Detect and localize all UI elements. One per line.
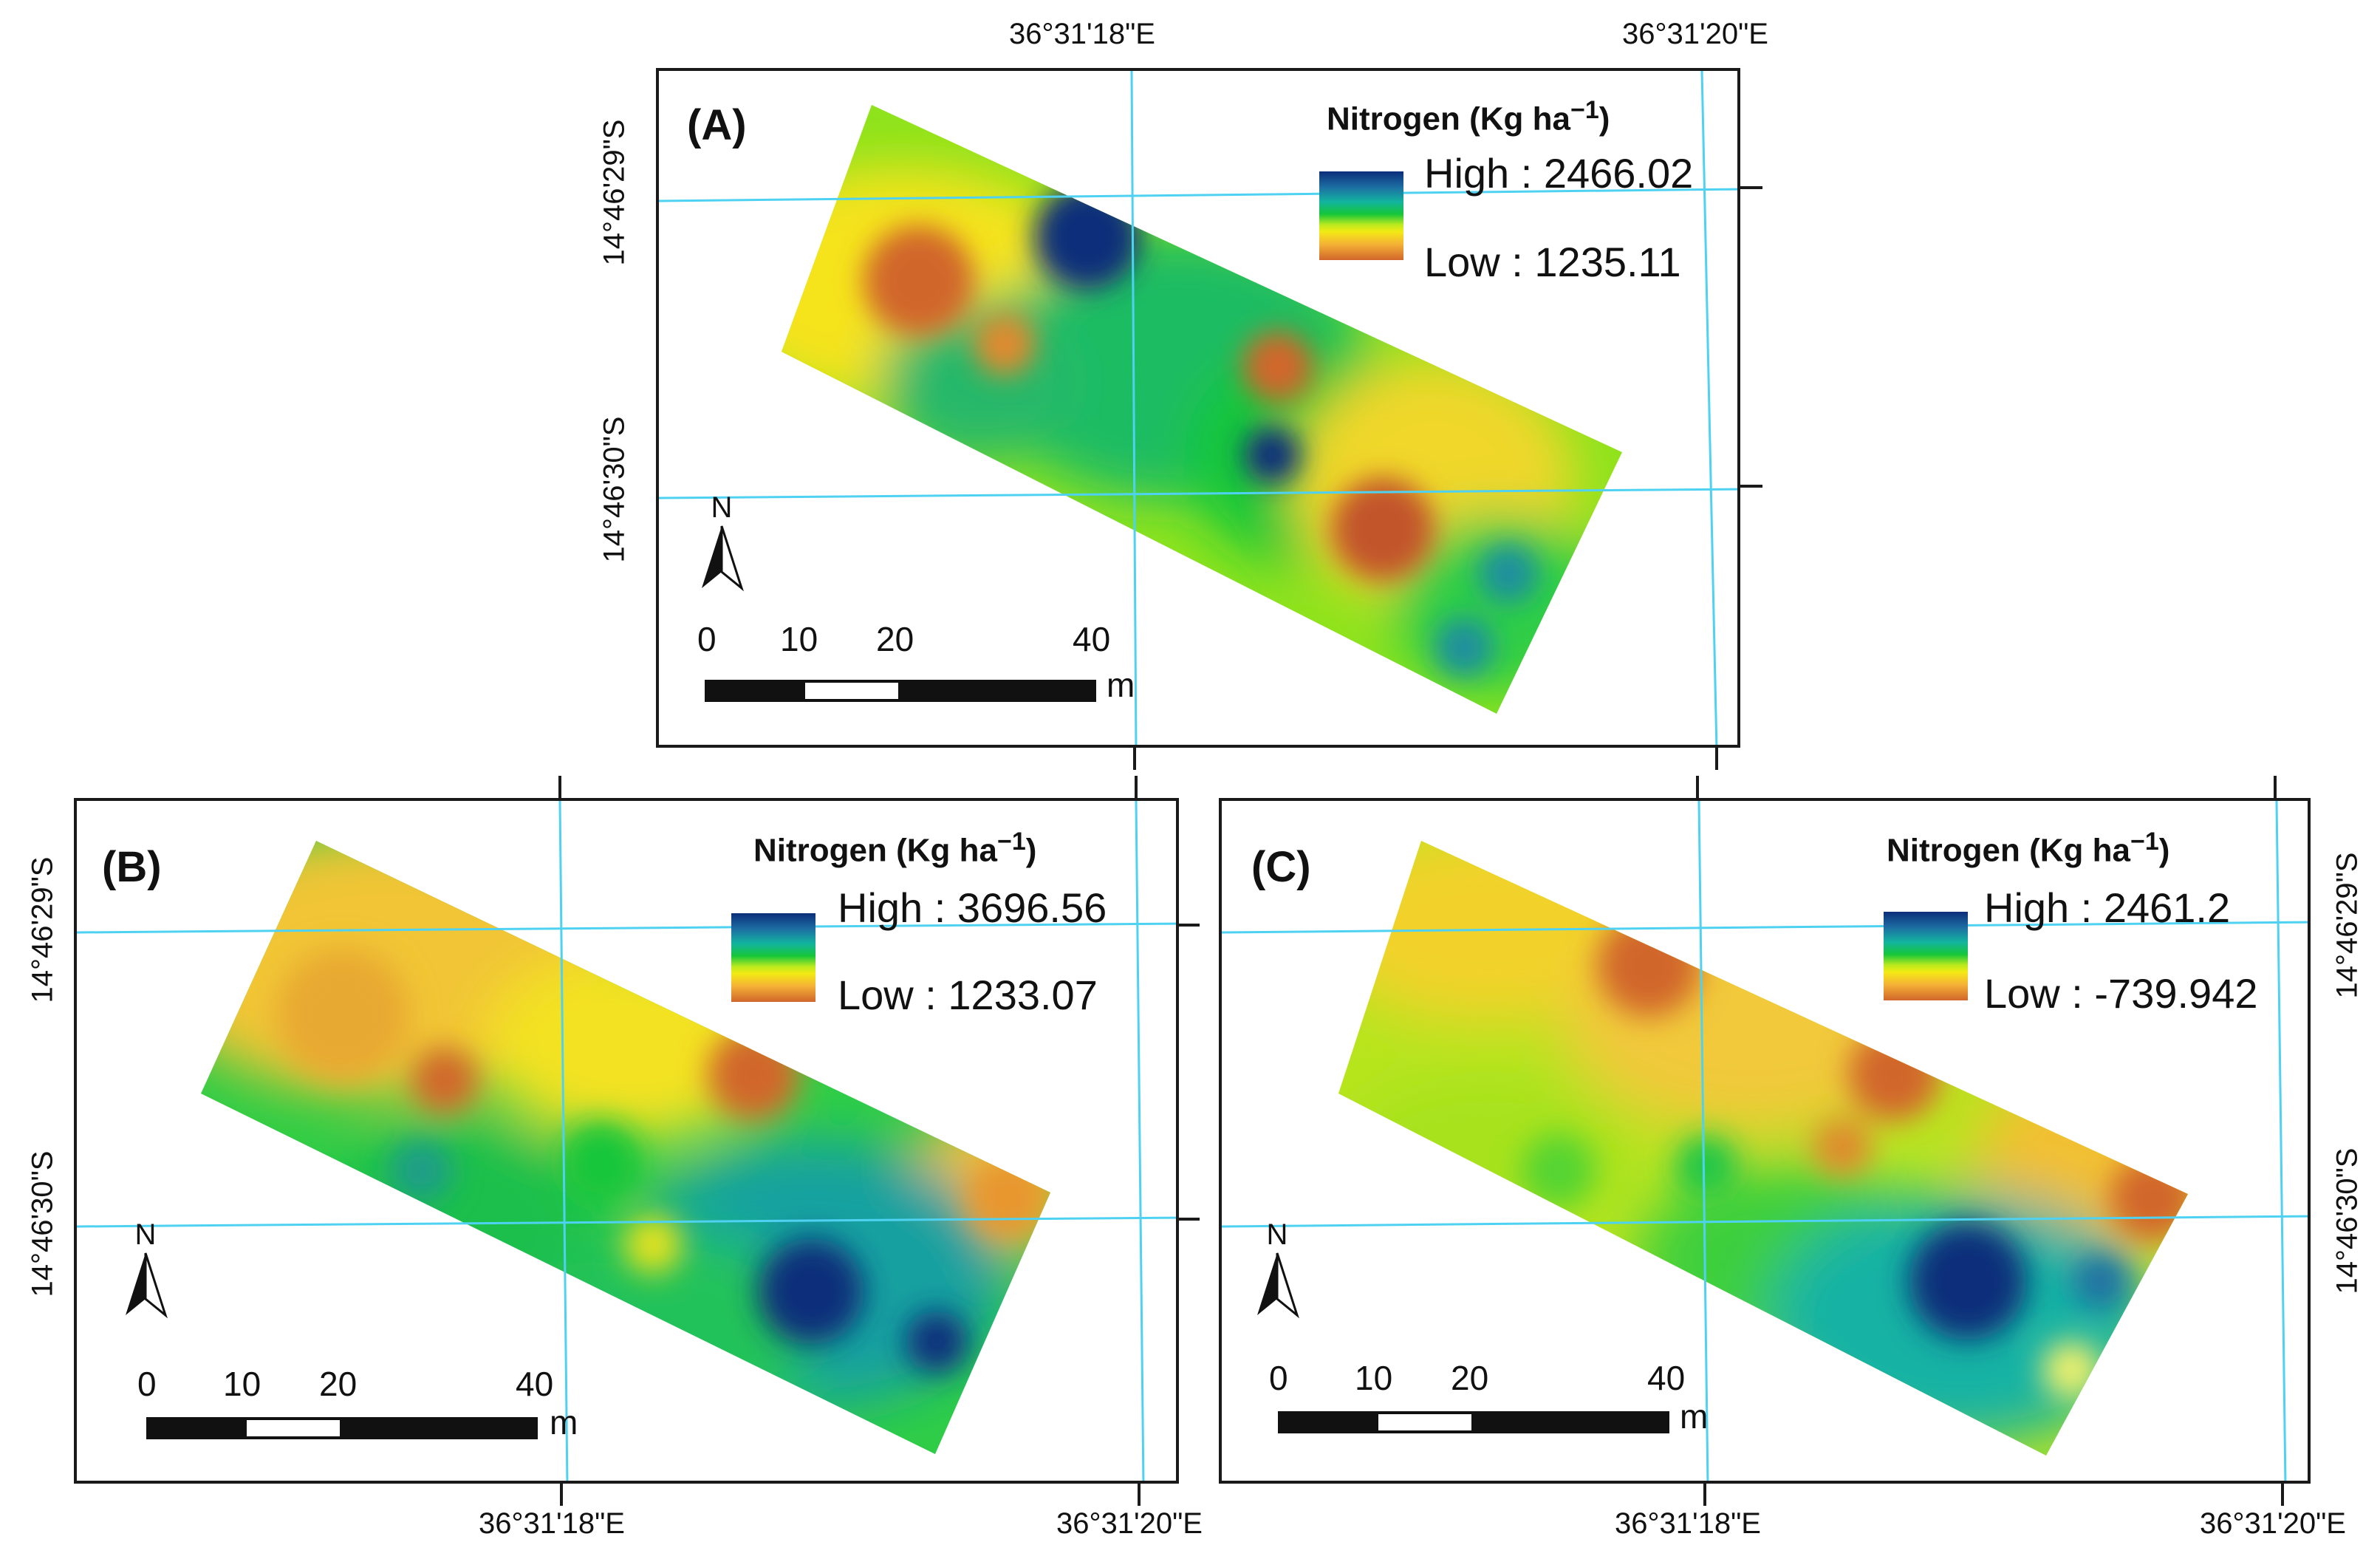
scale-tick-label: 20 xyxy=(319,1365,358,1403)
graticule-tick xyxy=(1135,776,1138,798)
legend-low-a: Low : 1235.11 xyxy=(1424,239,1681,285)
graticule-tick xyxy=(2281,1484,2284,1506)
north-label: N xyxy=(1267,1218,1288,1251)
lat-label-c-1: 14°46'29"S xyxy=(2331,852,2364,999)
graticule-tick xyxy=(1179,924,1200,927)
nitrogen-surface-b xyxy=(77,801,1176,1481)
graticule-line xyxy=(77,922,1176,934)
graticule-tick xyxy=(1715,748,1718,770)
lon-label-c-1: 36°31'18"E xyxy=(1615,1507,1761,1540)
legend-high-c: High : 2461.2 xyxy=(1984,884,2231,931)
nitrogen-surface-c xyxy=(1222,801,2308,1481)
graticule-line xyxy=(1697,801,1709,1481)
graticule-line xyxy=(1222,1215,2308,1228)
graticule-line xyxy=(1135,801,1145,1481)
scale-tick-label: 20 xyxy=(1451,1359,1489,1397)
lon-label-a-1: 36°31'18"E xyxy=(1009,18,1155,50)
graticule-line xyxy=(659,188,1737,202)
scale-bar-a xyxy=(705,680,1096,702)
lon-label-b-1: 36°31'18"E xyxy=(479,1507,625,1540)
scale-tick-label: 40 xyxy=(1647,1359,1686,1397)
scale-tick-label: 40 xyxy=(516,1365,554,1403)
graticule-line xyxy=(558,801,569,1481)
graticule-line xyxy=(1700,71,1718,745)
graticule-tick xyxy=(1696,776,1699,798)
scale-tick-label: 0 xyxy=(1269,1359,1288,1397)
legend-ramp-a xyxy=(1319,171,1403,260)
map-panel-c: (C) Nitrogen (Kg ha−1) High : 2461.2 Low… xyxy=(1219,798,2311,1484)
panel-label-a: (A) xyxy=(687,101,747,149)
lat-label-a-1: 14°46'29"S xyxy=(598,119,631,266)
legend-ramp-c xyxy=(1884,912,1968,1000)
scale-unit-c: m xyxy=(1680,1397,1709,1436)
legend-title-b: Nitrogen (Kg ha−1) xyxy=(753,828,1037,869)
graticule-tick xyxy=(1703,1484,1706,1506)
legend-title-c: Nitrogen (Kg ha−1) xyxy=(1887,828,2170,869)
graticule-tick xyxy=(558,776,561,798)
lon-label-b-2: 36°31'20"E xyxy=(1056,1507,1203,1540)
nitrogen-surface-a xyxy=(659,71,1737,745)
legend-low-c: Low : -739.942 xyxy=(1984,970,2258,1017)
lat-label-b-2: 14°46'30"S xyxy=(26,1150,59,1297)
panel-label-c: (C) xyxy=(1251,843,1311,891)
graticule-tick xyxy=(1133,748,1136,770)
graticule-line xyxy=(1222,921,2308,934)
scale-unit-b: m xyxy=(550,1403,578,1442)
graticule-line xyxy=(659,488,1737,499)
scale-bar-b xyxy=(146,1417,538,1439)
panel-label-b: (B) xyxy=(102,843,162,891)
north-arrow-icon-c: N xyxy=(1257,1218,1299,1319)
graticule-tick xyxy=(1740,186,1762,189)
scale-tick-label: 10 xyxy=(223,1365,261,1403)
graticule-tick xyxy=(2274,776,2277,798)
lat-label-c-2: 14°46'30"S xyxy=(2331,1147,2364,1294)
scale-tick-label: 0 xyxy=(137,1365,157,1403)
scale-tick-label: 40 xyxy=(1073,620,1111,658)
scale-bar-c xyxy=(1278,1411,1669,1433)
scale-tick-label: 20 xyxy=(876,620,914,658)
legend-ramp-b xyxy=(731,913,815,1002)
legend-title-a: Nitrogen (Kg ha−1) xyxy=(1327,96,1610,137)
graticule-line xyxy=(77,1216,1176,1228)
graticule-tick xyxy=(1740,485,1762,488)
graticule-line xyxy=(2275,801,2287,1481)
north-label: N xyxy=(711,491,733,524)
scale-tick-label: 0 xyxy=(697,620,717,658)
north-arrow-icon-b: N xyxy=(126,1218,168,1319)
scale-tick-label: 10 xyxy=(1355,1359,1393,1397)
lon-label-c-2: 36°31'20"E xyxy=(2200,1507,2346,1540)
graticule-line xyxy=(1130,71,1138,745)
legend-low-b: Low : 1233.07 xyxy=(838,972,1098,1018)
legend-high-a: High : 2466.02 xyxy=(1424,150,1694,197)
scale-tick-label: 10 xyxy=(780,620,818,658)
north-arrow-icon-a: N xyxy=(702,491,744,592)
graticule-tick xyxy=(560,1484,563,1506)
map-panel-b: (B) Nitrogen (Kg ha−1) High : 3696.56 Lo… xyxy=(74,798,1179,1484)
north-label: N xyxy=(135,1218,157,1251)
lat-label-a-2: 14°46'30"S xyxy=(598,416,631,563)
scale-unit-a: m xyxy=(1107,666,1135,704)
lat-label-b-1: 14°46'29"S xyxy=(26,856,59,1003)
graticule-tick xyxy=(1138,1484,1141,1506)
graticule-tick xyxy=(1179,1218,1200,1221)
legend-high-b: High : 3696.56 xyxy=(838,884,1107,931)
lon-label-a-2: 36°31'20"E xyxy=(1622,18,1768,50)
map-panel-a: (A) Nitrogen (Kg ha−1) High : 2466.02 Lo… xyxy=(656,68,1740,748)
